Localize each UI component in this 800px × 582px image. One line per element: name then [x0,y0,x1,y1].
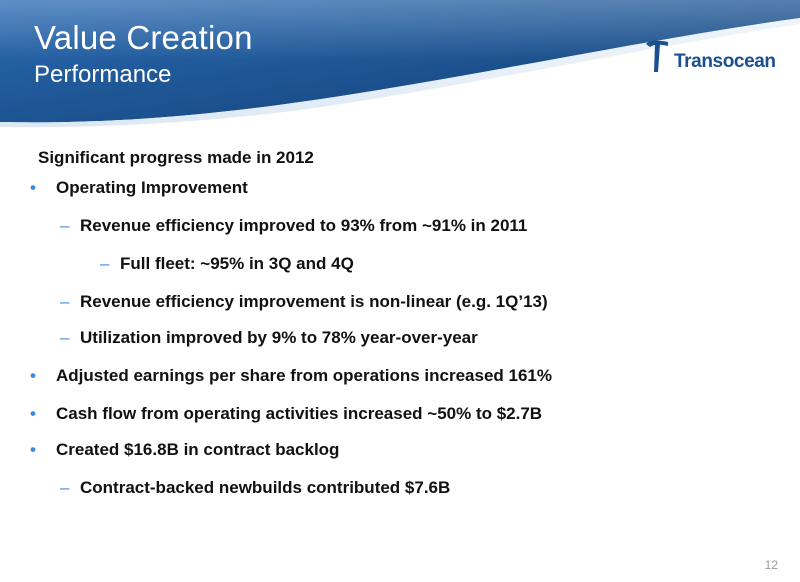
company-logo: Transocean [644,38,776,74]
bullet-icon: • [30,404,36,423]
sub-bullet-text: Revenue efficiency improvement is non-li… [80,292,548,311]
bullet-icon: • [30,440,36,459]
bullet-text: Adjusted earnings per share from operati… [56,366,552,385]
sub-bullet-item: – Contract-backed newbuilds contributed $… [60,476,450,500]
bullet-item: • Created $16.8B in contract backlog [30,438,339,462]
slide-title: Value Creation [34,19,253,56]
sub-bullet-item: – Revenue efficiency improvement is non-l… [60,290,548,314]
sub-bullet-item: – Utilization improved by 9% to 78% year-… [60,326,478,350]
dash-icon: – [60,292,70,311]
bullet-item: • Adjusted earnings per share from operat… [30,364,552,388]
sub-bullet-text: Contract-backed newbuilds contributed $7… [80,478,451,497]
sub-bullet-item: – Revenue efficiency improved to 93% from… [60,214,527,238]
intro-text: Significant progress made in 2012 [38,148,314,167]
sub-sub-bullet-item: – Full fleet: ~95% in 3Q and 4Q [100,252,354,276]
sub-bullet-text: Utilization improved by 9% to 78% year-o… [80,328,478,347]
page-number: 12 [764,558,778,572]
bullet-icon: • [30,366,36,385]
bullet-icon: • [30,178,36,197]
dash-icon: – [60,478,70,497]
header-band [0,0,800,128]
sub-bullet-text: Revenue efficiency improved to 93% from … [80,216,528,235]
dash-icon: – [60,216,70,235]
bullet-item: • Operating Improvement [30,176,248,200]
bullet-text: Created $16.8B in contract backlog [56,440,340,459]
transocean-logo-icon [646,40,668,72]
dash-icon: – [100,254,110,273]
slide-subtitle: Performance [34,61,172,88]
bullet-text: Cash flow from operating activities incr… [56,404,543,423]
sub-sub-bullet-text: Full fleet: ~95% in 3Q and 4Q [120,254,354,273]
logo-wordmark: Transocean [674,51,776,72]
bullet-text: Operating Improvement [56,178,248,197]
dash-icon: – [60,328,70,347]
bullet-item: • Cash flow from operating activities inc… [30,402,542,426]
